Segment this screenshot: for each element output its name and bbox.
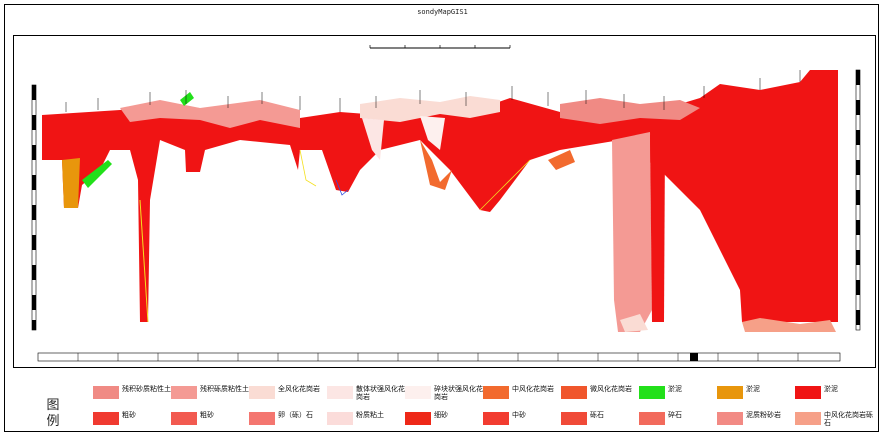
legend-swatch — [405, 386, 431, 399]
legend-label: 微风化花岗岩 — [590, 385, 632, 393]
legend-swatch — [717, 386, 743, 399]
legend-label: 细砂 — [434, 411, 448, 419]
legend-label: 淤泥 — [824, 385, 838, 393]
legend-swatch — [483, 386, 509, 399]
legend-label: 中风化花岗岩 — [512, 385, 554, 393]
legend-label: 淤泥 — [668, 385, 682, 393]
legend-swatch — [327, 386, 353, 399]
map-title: sondyMapGIS1 — [417, 8, 468, 16]
legend-swatch — [561, 386, 587, 399]
legend-label: 碎石 — [668, 411, 682, 419]
legend-label: 残积砾质粘性土 — [200, 385, 249, 393]
legend-label: 全风化花岗岩 — [278, 385, 320, 393]
scale-bar — [369, 45, 511, 49]
legend-label: 泥质粉砂岩 — [746, 411, 781, 419]
borehole-markers — [65, 70, 801, 112]
legend-swatch — [249, 386, 275, 399]
legend-swatch — [405, 412, 431, 425]
legend-swatch — [327, 412, 353, 425]
legend-label: 淤泥 — [746, 385, 760, 393]
strata — [42, 70, 838, 332]
legend-swatch — [93, 386, 119, 399]
legend-title: 图例 — [46, 398, 60, 429]
legend-swatch — [795, 412, 821, 425]
station-bar — [37, 352, 841, 362]
legend-label: 粗砂 — [200, 411, 214, 419]
map-frame — [4, 4, 879, 432]
legend-swatch — [171, 412, 197, 425]
legend-swatch — [795, 386, 821, 399]
legend-swatch — [93, 412, 119, 425]
legend-label: 残积砂质粘性土 — [122, 385, 171, 393]
legend-label: 碎块状强风化花岗岩 — [434, 385, 483, 401]
legend-label: 粉质粘土 — [356, 411, 384, 419]
legend-label: 散体状强风化花岗岩 — [356, 385, 405, 401]
legend-swatch — [249, 412, 275, 425]
right-elevation-ruler — [855, 69, 861, 331]
legend-label: 卵（砾）石 — [278, 411, 313, 419]
legend-swatch — [561, 412, 587, 425]
legend-label: 中砂 — [512, 411, 526, 419]
legend-swatch — [639, 386, 665, 399]
legend-label: 砾石 — [590, 411, 604, 419]
legend-swatch — [717, 412, 743, 425]
legend-label: 中风化花岗岩砾石 — [824, 411, 873, 427]
left-elevation-ruler — [31, 84, 37, 331]
legend-swatch — [639, 412, 665, 425]
legend-swatch — [171, 386, 197, 399]
legend-swatch — [483, 412, 509, 425]
legend-label: 粗砂 — [122, 411, 136, 419]
section-frame — [13, 35, 876, 368]
